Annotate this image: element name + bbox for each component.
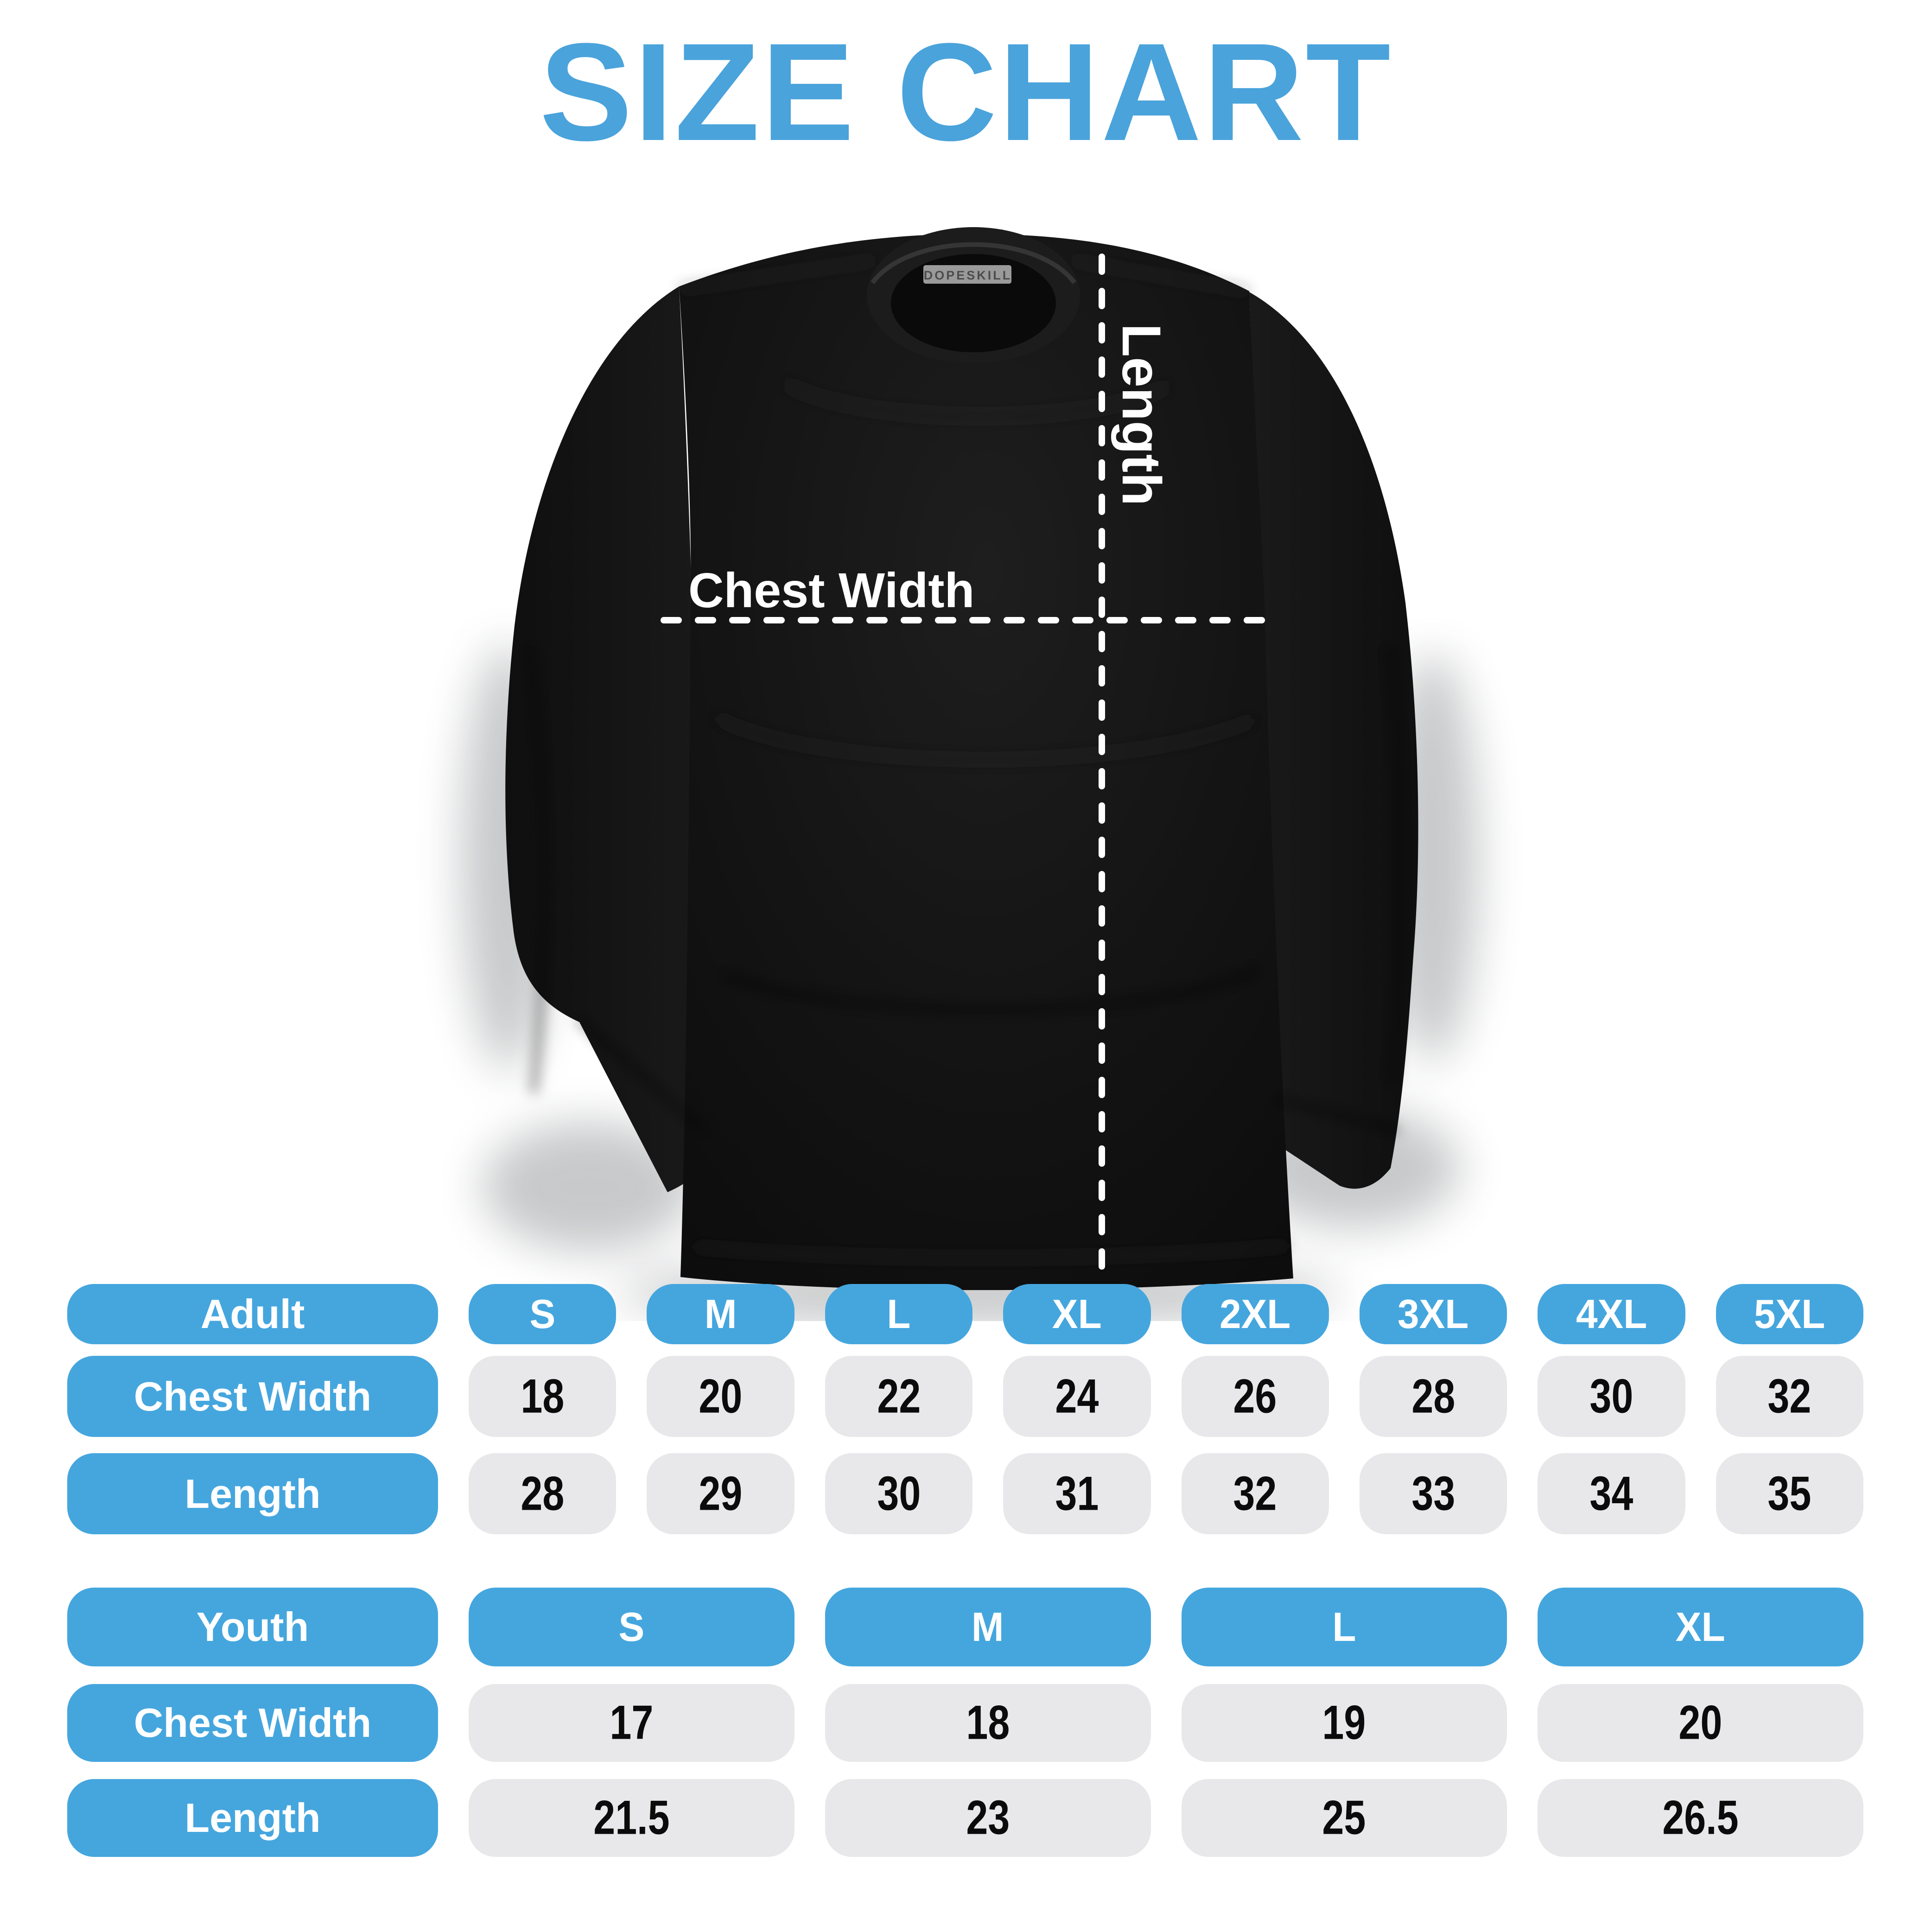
youth-size-s: S: [469, 1588, 794, 1666]
cell: 19: [1181, 1684, 1507, 1762]
page-title: SIZE CHART: [540, 14, 1392, 170]
cell: 23: [825, 1779, 1151, 1857]
cell: 17: [469, 1684, 794, 1762]
row-label: Chest Width: [67, 1356, 438, 1437]
adult-size-l: L: [825, 1284, 973, 1344]
cell: 24: [1003, 1356, 1151, 1437]
neck-tag: DOPESKILL: [923, 265, 1012, 284]
shirt-collar: [867, 227, 1080, 363]
cell: 34: [1538, 1453, 1685, 1534]
row-label: Length: [67, 1779, 438, 1857]
adult-length-row: Length 28 29 30 31 32 33 34 35: [67, 1453, 1863, 1534]
youth-size-m: M: [825, 1588, 1151, 1666]
cell: 20: [647, 1356, 794, 1437]
cell: 26: [1181, 1356, 1329, 1437]
cell: 18: [825, 1684, 1151, 1762]
adult-header-row: Adult S M L XL 2XL 3XL 4XL 5XL: [67, 1284, 1863, 1344]
adult-size-5xl: 5XL: [1716, 1284, 1863, 1344]
cell: 28: [469, 1453, 616, 1534]
youth-chest-width-row: Chest Width 17 18 19 20: [67, 1684, 1863, 1762]
cell: 31: [1003, 1453, 1151, 1534]
cell: 32: [1181, 1453, 1329, 1534]
adult-size-xl: XL: [1003, 1284, 1151, 1344]
cell: 33: [1359, 1453, 1507, 1534]
size-tables: Adult S M L XL 2XL 3XL 4XL 5XL Chest Wid…: [67, 1284, 1863, 1857]
shirt-right-sleeve: [1249, 292, 1418, 1189]
shirt-left-sleeve: [505, 286, 714, 1192]
cell: 30: [1538, 1356, 1685, 1437]
adult-size-2xl: 2XL: [1181, 1284, 1329, 1344]
row-label: Chest Width: [67, 1684, 438, 1762]
cell: 20: [1538, 1684, 1863, 1762]
youth-size-xl: XL: [1538, 1588, 1863, 1666]
adult-chest-width-row: Chest Width 18 20 22 24 26 28 30 32: [67, 1356, 1863, 1437]
adult-size-4xl: 4XL: [1538, 1284, 1685, 1344]
row-label: Length: [67, 1453, 438, 1534]
cell: 32: [1716, 1356, 1863, 1437]
cell: 26.5: [1538, 1779, 1863, 1857]
youth-table: Youth S M L XL Chest Width 17 18 19 20 L…: [67, 1588, 1863, 1857]
adult-size-m: M: [647, 1284, 794, 1344]
neck-tag-label: DOPESKILL: [924, 268, 1012, 282]
cell: 29: [647, 1453, 794, 1534]
cell: 35: [1716, 1453, 1863, 1534]
adult-table: Adult S M L XL 2XL 3XL 4XL 5XL Chest Wid…: [67, 1284, 1863, 1534]
measurement-lines: [661, 219, 1282, 1272]
length-label: Length: [1111, 324, 1172, 506]
cell: 25: [1181, 1779, 1507, 1857]
youth-header-row: Youth S M L XL: [67, 1588, 1863, 1666]
shirt-diagram: DOPESKILL Chest Width Length: [461, 219, 1479, 1321]
cell: 22: [825, 1356, 973, 1437]
adult-size-3xl: 3XL: [1359, 1284, 1507, 1344]
adult-size-s: S: [469, 1284, 616, 1344]
shirt-wrinkles: [526, 259, 1405, 1260]
adult-table-title: Adult: [67, 1284, 438, 1344]
cell: 18: [469, 1356, 616, 1437]
chest-width-label: Chest Width: [688, 563, 974, 618]
youth-length-row: Length 21.5 23 25 26.5: [67, 1779, 1863, 1857]
youth-table-title: Youth: [67, 1588, 438, 1666]
cell: 30: [825, 1453, 973, 1534]
cell: 28: [1359, 1356, 1507, 1437]
youth-size-l: L: [1181, 1588, 1507, 1666]
cell: 21.5: [469, 1779, 794, 1857]
